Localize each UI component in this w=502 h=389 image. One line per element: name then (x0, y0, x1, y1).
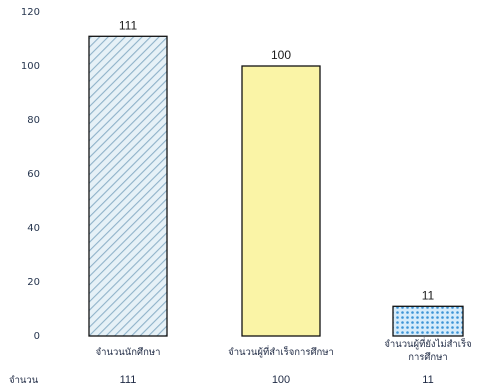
bars (88, 35, 464, 337)
bar (88, 35, 168, 337)
table-cell: 11 (422, 374, 433, 386)
category-label: จำนวนผู้ที่สำเร็จการศึกษา (228, 345, 334, 358)
y-tick-label: 40 (27, 223, 40, 234)
category-label: จำนวนผู้ที่ยังไม่สำเร็จ (384, 337, 471, 350)
y-tick-label: 60 (27, 169, 40, 180)
bar (241, 65, 321, 337)
table-row-header: จำนวน (9, 375, 39, 386)
y-tick-label: 100 (21, 61, 40, 72)
table-cell: 111 (120, 374, 137, 386)
y-tick-label: 0 (34, 331, 40, 342)
category-label: การศึกษา (408, 352, 448, 363)
data-label: 111 (119, 18, 138, 32)
data-label: 11 (422, 288, 435, 302)
y-tick-label: 120 (21, 7, 40, 18)
bar (392, 305, 464, 337)
category-label: จำนวนนักศึกษา (96, 347, 161, 358)
data-label: 100 (271, 48, 291, 62)
y-tick-label: 80 (27, 115, 40, 126)
category-labels: จำนวนนักศึกษา จำนวนผู้ที่สำเร็จการศึกษา จำ… (96, 337, 472, 363)
y-axis: 0 20 40 60 80 100 120 (21, 7, 40, 342)
table-cell: 100 (272, 374, 290, 386)
data-table-row: จำนวน 111 100 11 (9, 374, 434, 386)
y-tick-label: 20 (27, 277, 40, 288)
data-labels: 111 100 11 (119, 18, 435, 302)
